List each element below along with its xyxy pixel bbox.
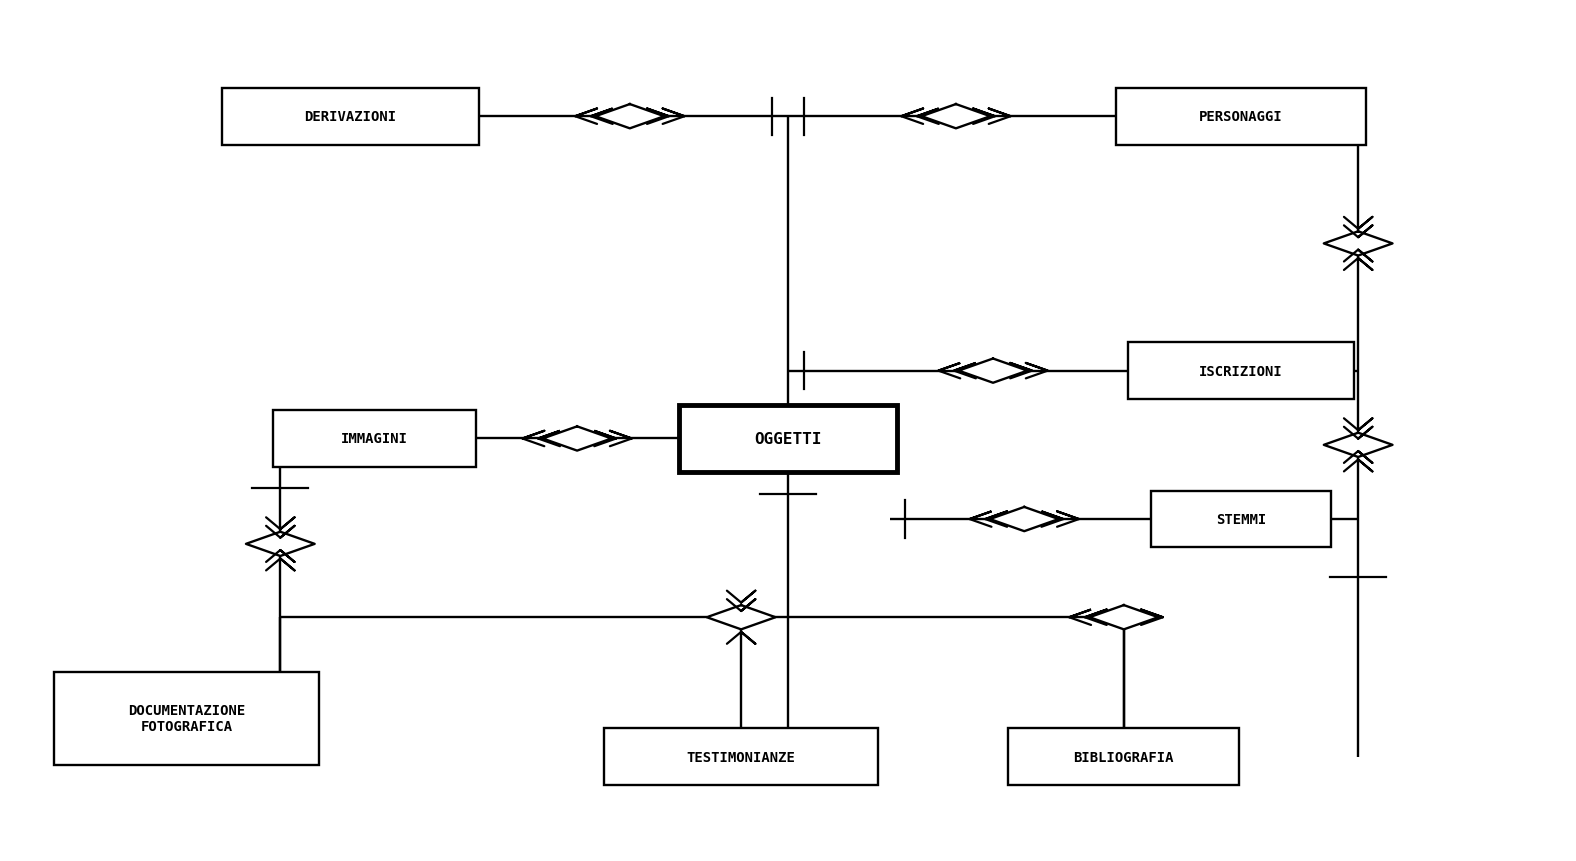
- Text: STEMMI: STEMMI: [1217, 512, 1266, 526]
- FancyBboxPatch shape: [222, 89, 479, 146]
- FancyBboxPatch shape: [679, 405, 897, 473]
- Text: DERIVAZIONI: DERIVAZIONI: [304, 110, 397, 124]
- Text: IMMAGINI: IMMAGINI: [340, 432, 408, 446]
- FancyBboxPatch shape: [1116, 89, 1366, 146]
- Polygon shape: [1324, 232, 1393, 257]
- Text: PERSONAGGI: PERSONAGGI: [1199, 110, 1283, 124]
- FancyBboxPatch shape: [273, 411, 476, 468]
- FancyBboxPatch shape: [1150, 491, 1330, 548]
- Polygon shape: [922, 105, 990, 129]
- Polygon shape: [596, 105, 663, 129]
- Text: BIBLIOGRAFIA: BIBLIOGRAFIA: [1073, 750, 1174, 764]
- Polygon shape: [542, 427, 611, 451]
- Polygon shape: [958, 359, 1028, 383]
- Polygon shape: [246, 532, 315, 556]
- FancyBboxPatch shape: [1128, 343, 1354, 400]
- Text: OGGETTI: OGGETTI: [755, 431, 821, 447]
- Polygon shape: [1324, 433, 1393, 457]
- FancyBboxPatch shape: [54, 672, 320, 765]
- Text: DOCUMENTAZIONE
FOTOGRAFICA: DOCUMENTAZIONE FOTOGRAFICA: [128, 703, 246, 734]
- Polygon shape: [1089, 605, 1158, 629]
- Text: ISCRIZIONI: ISCRIZIONI: [1199, 364, 1283, 378]
- FancyBboxPatch shape: [1009, 728, 1239, 785]
- Polygon shape: [706, 605, 775, 629]
- Polygon shape: [990, 507, 1059, 531]
- FancyBboxPatch shape: [605, 728, 878, 785]
- Text: TESTIMONIANZE: TESTIMONIANZE: [687, 750, 796, 764]
